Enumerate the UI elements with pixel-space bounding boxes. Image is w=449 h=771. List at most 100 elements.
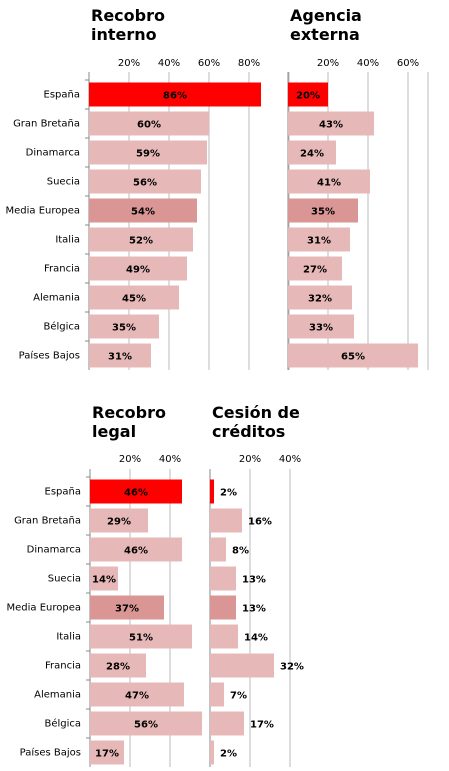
bar: [89, 227, 193, 252]
bar: [288, 314, 354, 339]
value-label: 16%: [248, 517, 272, 528]
value-label: 13%: [242, 575, 266, 586]
x-tick-label: 60%: [397, 58, 419, 69]
value-label: 20%: [296, 91, 320, 102]
bar: [90, 740, 124, 765]
value-label: 32%: [308, 294, 332, 305]
value-label: 60%: [137, 120, 161, 131]
value-label: 35%: [112, 323, 136, 334]
category-label: Suecia: [48, 574, 81, 585]
value-label: 54%: [131, 207, 155, 218]
category-label: Media Europea: [6, 603, 81, 614]
category-label: Países Bajos: [19, 350, 80, 362]
x-tick-label: 60%: [198, 58, 220, 69]
category-label: España: [44, 90, 80, 101]
bar: [210, 479, 214, 504]
value-label: 24%: [300, 149, 324, 160]
value-label: 31%: [108, 352, 132, 363]
bar: [288, 140, 336, 165]
category-label: Dinamarca: [27, 545, 81, 556]
value-label: 29%: [107, 517, 131, 528]
value-label: 17%: [95, 749, 119, 760]
value-label: 56%: [134, 720, 158, 731]
bar: [288, 343, 418, 368]
category-label: Alemania: [33, 293, 80, 304]
bar: [288, 285, 352, 310]
value-label: 52%: [129, 236, 153, 247]
value-label: 47%: [125, 691, 149, 702]
x-tick-label: 20%: [119, 454, 141, 465]
bar: [89, 198, 197, 223]
bar: [89, 343, 151, 368]
value-label: 65%: [341, 352, 365, 363]
bar: [90, 537, 182, 562]
category-label: Bélgica: [43, 321, 80, 333]
category-label: Italia: [56, 632, 81, 643]
bar: [210, 740, 214, 765]
bar: [90, 595, 164, 620]
bar: [288, 111, 374, 136]
category-label: Gran Bretaña: [13, 119, 80, 130]
bar: [90, 653, 146, 678]
value-label: 2%: [220, 749, 237, 760]
chart-title: Agencia externa: [290, 6, 362, 44]
value-label: 56%: [133, 178, 157, 189]
x-tick-label: 20%: [239, 454, 261, 465]
category-label: Gran Bretaña: [14, 516, 81, 527]
bar: [90, 624, 192, 649]
value-label: 17%: [250, 720, 274, 731]
category-label: Suecia: [47, 177, 80, 188]
bar: [210, 624, 238, 649]
bar: [90, 508, 148, 533]
bar: [89, 82, 261, 107]
bar: [210, 711, 244, 736]
x-tick-label: 40%: [159, 454, 181, 465]
bar: [89, 256, 187, 281]
value-label: 13%: [242, 604, 266, 615]
value-label: 35%: [311, 207, 335, 218]
x-tick-label: 40%: [158, 58, 180, 69]
bar: [288, 198, 358, 223]
category-label: Media Europea: [5, 206, 80, 217]
value-label: 2%: [220, 488, 237, 499]
x-tick-label: 40%: [279, 454, 301, 465]
category-label: España: [45, 487, 81, 498]
bar: [210, 595, 236, 620]
value-label: 28%: [106, 662, 130, 673]
value-label: 59%: [136, 149, 160, 160]
category-label: Dinamarca: [26, 148, 80, 159]
bar: [210, 653, 274, 678]
x-tick-label: 20%: [118, 58, 140, 69]
bar: [89, 140, 207, 165]
chart-title: Cesión de créditos: [212, 403, 300, 441]
bar: [90, 682, 184, 707]
value-label: 8%: [232, 546, 249, 557]
value-label: 7%: [230, 691, 247, 702]
value-label: 49%: [126, 265, 150, 276]
value-label: 33%: [309, 323, 333, 334]
value-label: 14%: [92, 575, 116, 586]
value-label: 14%: [244, 633, 268, 644]
value-label: 27%: [303, 265, 327, 276]
bar: [288, 256, 342, 281]
x-tick-label: 40%: [357, 58, 379, 69]
x-tick-label: 20%: [317, 58, 339, 69]
bar: [210, 508, 242, 533]
value-label: 37%: [115, 604, 139, 615]
bar: [89, 111, 209, 136]
value-label: 45%: [122, 294, 146, 305]
value-label: 51%: [129, 633, 153, 644]
category-label: Alemania: [34, 690, 81, 701]
value-label: 46%: [124, 488, 148, 499]
category-label: Francia: [44, 264, 80, 275]
value-label: 41%: [317, 178, 341, 189]
bar: [288, 227, 350, 252]
bar: [90, 566, 118, 591]
value-label: 32%: [280, 662, 304, 673]
category-label: Bélgica: [44, 718, 81, 730]
bar: [210, 682, 224, 707]
category-label: Países Bajos: [20, 747, 81, 759]
value-label: 86%: [163, 91, 187, 102]
chart-title: Recobro legal: [92, 403, 166, 441]
